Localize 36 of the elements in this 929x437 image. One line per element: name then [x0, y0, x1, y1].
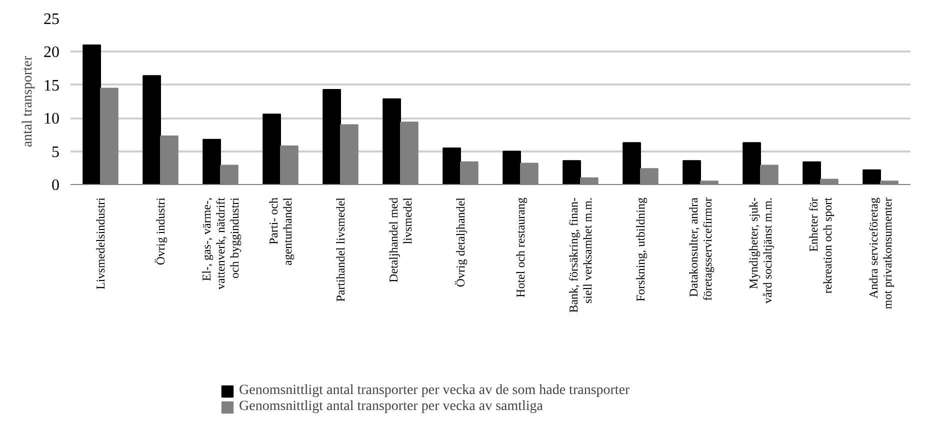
bar [442, 147, 461, 184]
x-tick-label: Bank, försäkring, finan- siell verksamhet m.m. [566, 197, 594, 313]
bar [322, 89, 341, 184]
x-tick-label: Forskning, utbildning [634, 197, 648, 302]
x-tick-label: Partihandel livsmedel [334, 196, 348, 302]
y-tick-label: 0 [52, 177, 60, 194]
x-tick-label: Hotel och restaurang [514, 197, 528, 298]
x-tick-label: Myndigheter, sjuk- vård socialtjänst m.m. [746, 197, 774, 304]
bar [622, 142, 641, 184]
bar [682, 160, 701, 184]
bar [862, 169, 881, 184]
bar [202, 138, 221, 184]
bar [382, 98, 401, 184]
y-tick-label: 10 [44, 110, 60, 128]
y-tick-label: 5 [52, 144, 60, 161]
x-tick-label: Livsmedelsindustri [94, 196, 108, 290]
bar [742, 142, 761, 184]
x-tick-label: Andra serviceföretag mot privatkonsumenter [866, 197, 894, 310]
x-tick-label: El-, gas-, värme-, vattenverk, nätdrift och byggindustri [200, 196, 242, 290]
y-tick-label: 25 [44, 11, 60, 28]
x-tick-label: Detaljhandel med livsmedel [386, 196, 414, 282]
x-tick-label: Övrig industri [154, 196, 168, 266]
bar [82, 44, 101, 184]
legend-label: Genomsnittligt antal transporter per vecka av samtliga [239, 399, 544, 415]
bar [562, 160, 581, 184]
bar [142, 75, 161, 184]
y-tick-label: 20 [44, 44, 60, 62]
bar [802, 161, 821, 184]
x-tick-label: Datakonsulter, andra företagsservicefirmor [686, 196, 714, 301]
y-tick-label: 15 [44, 77, 60, 94]
bar [502, 150, 521, 184]
x-tick-label: Parti- och agenturhandel [266, 196, 294, 266]
x-tick-label: Övrig detaljhandel [454, 196, 468, 288]
legend-label: Genomsnittligt antal transporter per vecka av de som hade transporter [239, 383, 630, 399]
bar [262, 114, 281, 184]
y-axis-title: antal transporter [20, 55, 36, 148]
